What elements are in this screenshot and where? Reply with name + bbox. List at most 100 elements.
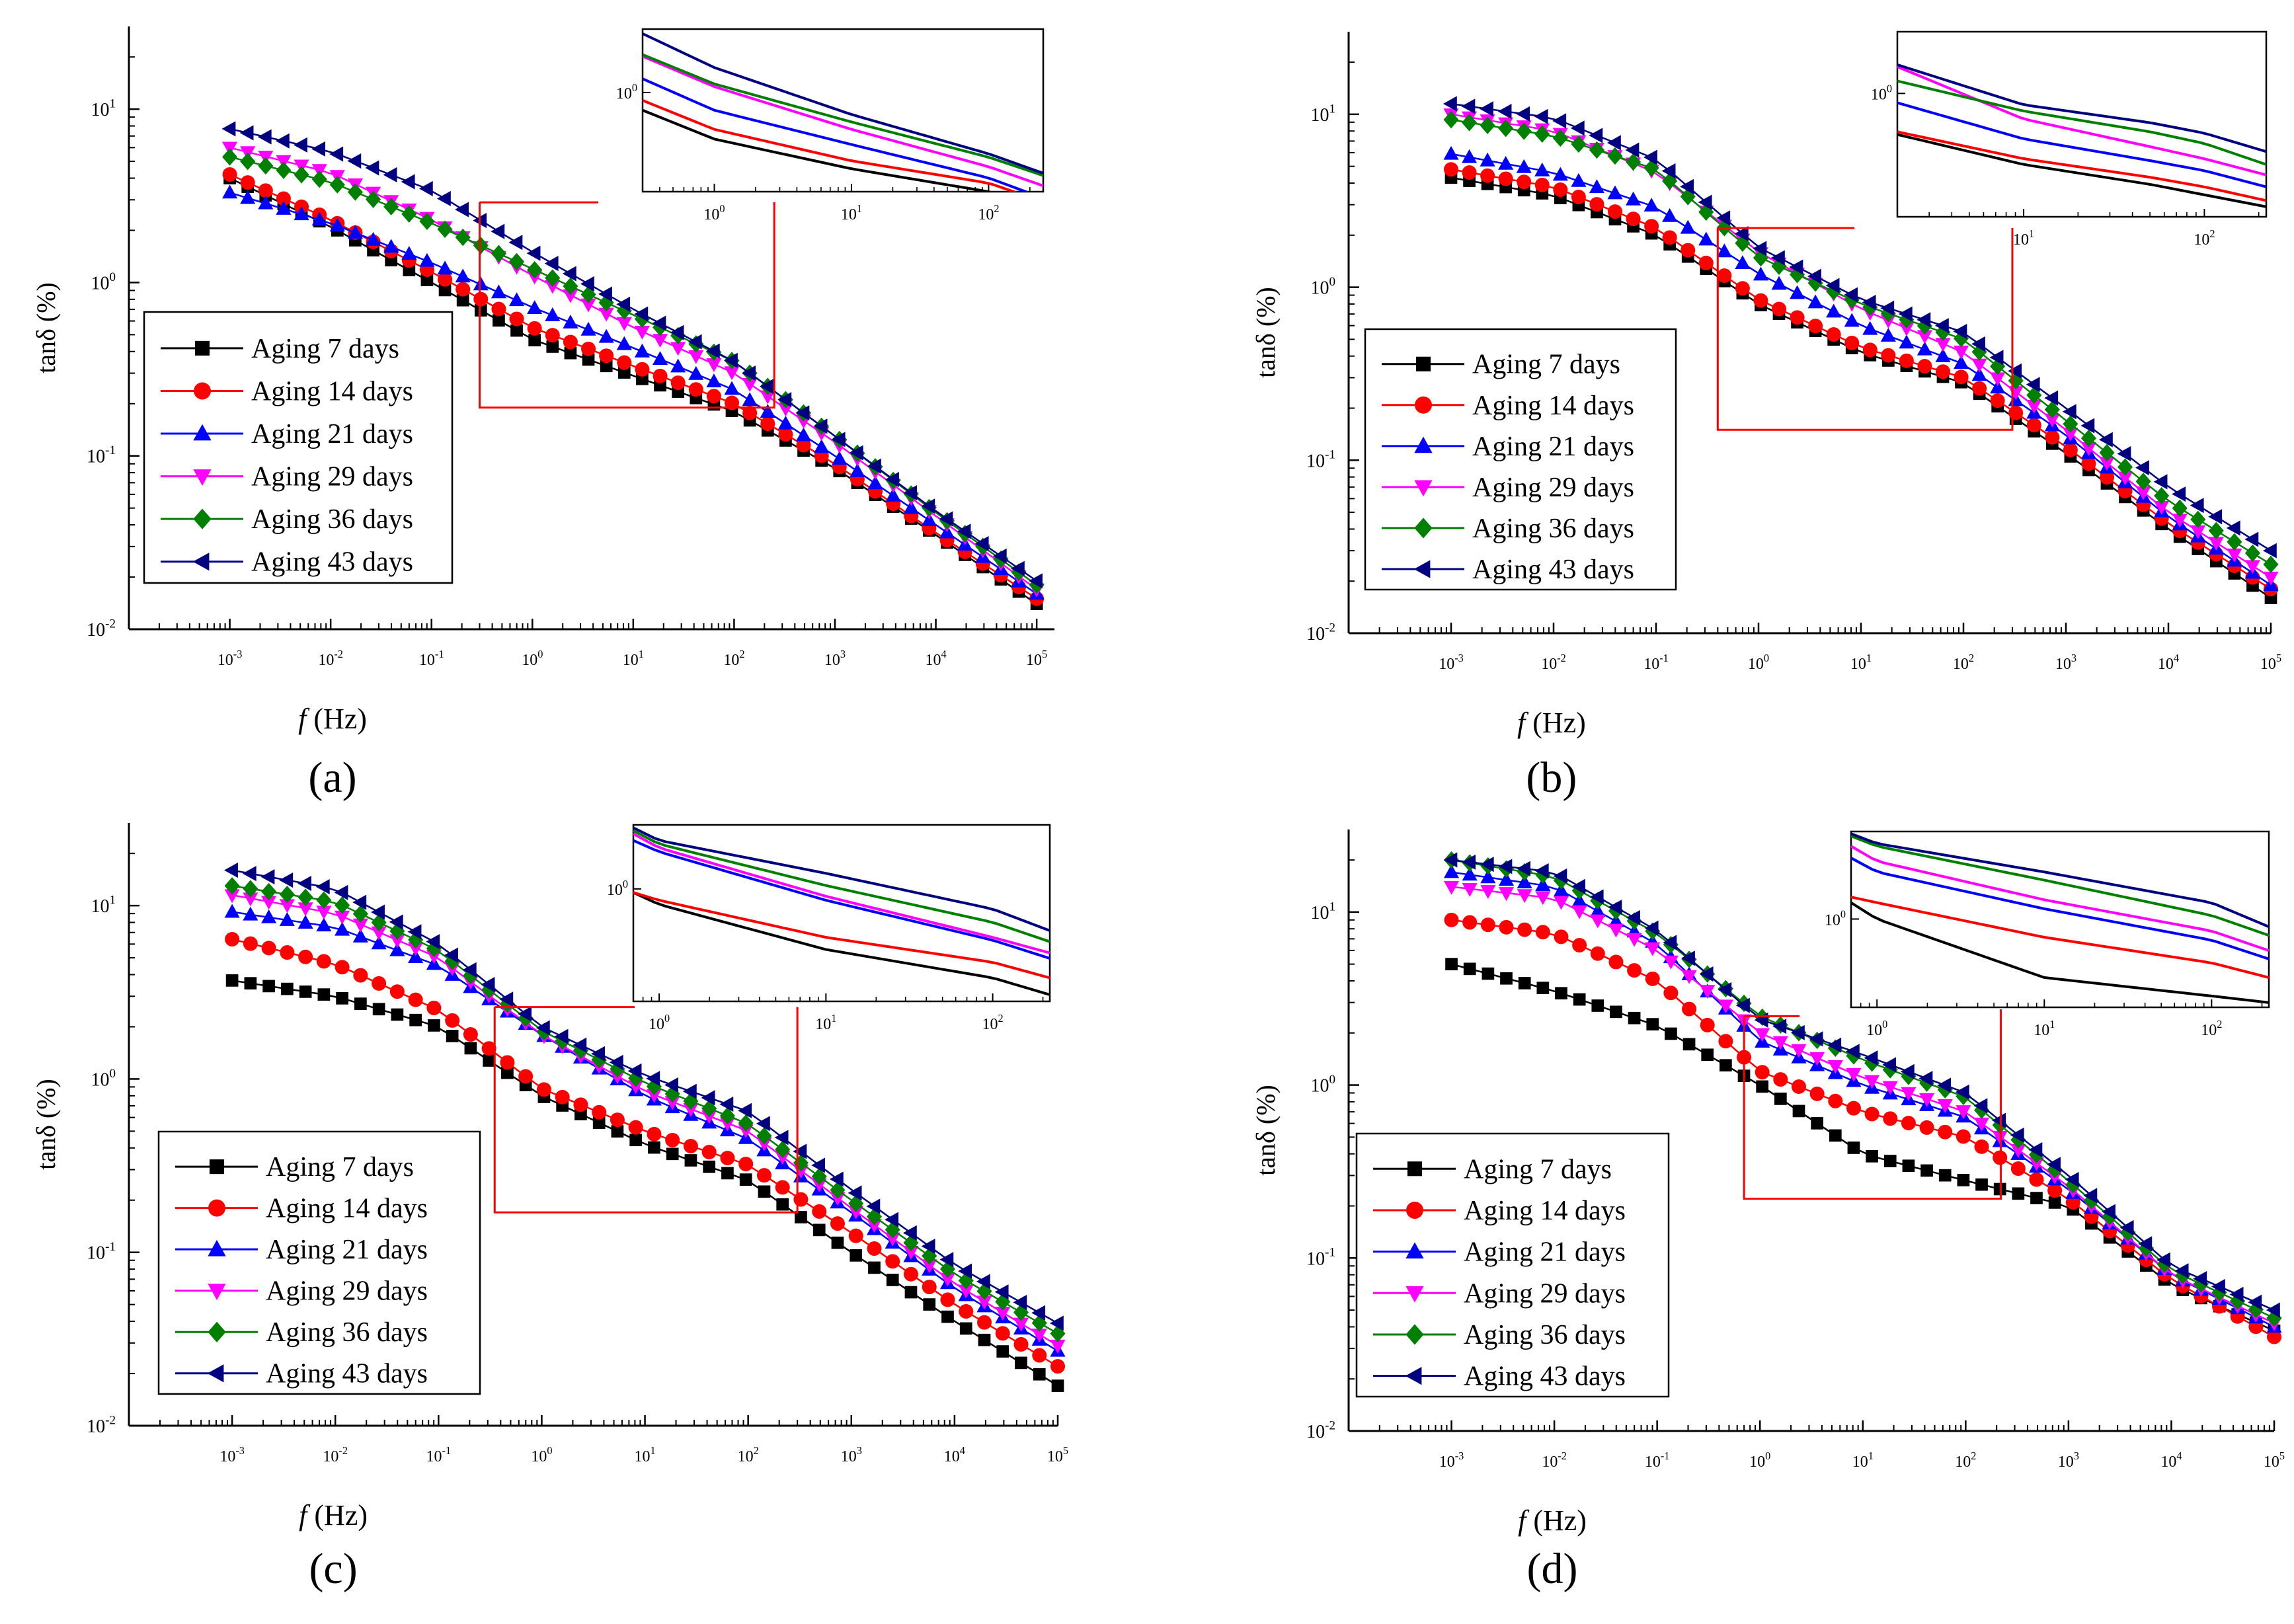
data-point (279, 899, 295, 913)
legend-label: Aging 36 days (251, 504, 413, 535)
data-point (812, 1223, 826, 1237)
data-point (941, 1310, 954, 1323)
data-point (463, 1027, 478, 1042)
data-point (1500, 972, 1513, 985)
data-point (1013, 1336, 1029, 1352)
data-point (372, 1003, 385, 1016)
legend-item: Aging 29 days (1382, 473, 1634, 503)
data-point (2026, 377, 2040, 393)
legend-item: Aging 14 days (161, 376, 413, 406)
legend-marker (1413, 560, 1431, 578)
data-point (885, 1212, 899, 1227)
data-point (366, 190, 381, 208)
data-point (1662, 208, 1678, 222)
data-point (1792, 1104, 1805, 1118)
data-point (1701, 1048, 1714, 1062)
data-point (1862, 294, 1876, 310)
data-point (683, 1103, 699, 1117)
data-point (2135, 473, 2151, 490)
data-point (1935, 348, 1951, 362)
data-point (1498, 171, 1513, 186)
inset-series-line (643, 108, 994, 192)
data-point (1954, 355, 1969, 369)
data-point (646, 1089, 662, 1103)
data-point (281, 982, 294, 995)
data-point (1953, 323, 1967, 339)
legend-marker (1405, 1286, 1424, 1303)
data-point (1791, 1044, 1807, 1058)
data-point (1899, 311, 1915, 329)
series-line (231, 938, 1058, 1368)
data-point (1846, 1067, 1862, 1082)
legend-label: Aging 7 days (266, 1152, 414, 1182)
data-point (335, 910, 350, 925)
legend-item: Aging 21 days (161, 419, 413, 449)
y-tick-label: 10-1 (1306, 448, 1335, 472)
data-point (224, 877, 240, 895)
data-point (777, 392, 792, 408)
data-point (2028, 1157, 2045, 1171)
data-point (1864, 1075, 1880, 1089)
data-point (2099, 444, 2115, 462)
data-point (509, 311, 524, 327)
data-point (2229, 1286, 2244, 1302)
inset-series-line (643, 77, 1030, 192)
data-point (2267, 1329, 2281, 1344)
data-point (652, 334, 668, 348)
data-point (598, 329, 614, 343)
data-point (240, 152, 256, 171)
data-point (1461, 98, 1476, 114)
legend-label: Aging 21 days (266, 1235, 428, 1265)
data-point (996, 1345, 1009, 1358)
x-tick-label: 102 (738, 1444, 759, 1465)
data-point (1809, 1086, 1825, 1101)
legend-label: Aging 21 days (1472, 432, 1634, 462)
data-point (311, 141, 325, 157)
data-point (1607, 147, 1623, 165)
inset-series-group (1897, 63, 2266, 208)
inset-series-line (1851, 901, 2269, 1004)
inset-x-tick-label: 101 (815, 1012, 836, 1033)
data-point (555, 1089, 570, 1104)
data-point (279, 872, 294, 888)
x-tick-label: 101 (634, 1444, 655, 1465)
data-point (903, 1245, 919, 1260)
x-tick-label: 100 (522, 648, 543, 669)
data-point (1497, 104, 1512, 120)
data-point (311, 170, 327, 188)
data-point (777, 415, 793, 430)
data-point (1443, 145, 1459, 160)
data-point (885, 487, 901, 502)
data-point (464, 1042, 477, 1055)
y-axis-label: tanδ (%) (31, 1079, 61, 1170)
data-point (2244, 560, 2260, 574)
data-point (418, 180, 433, 196)
data-point (1954, 329, 1969, 348)
legend-item: Aging 7 days (161, 334, 399, 364)
legend-marker (193, 508, 212, 529)
data-point (885, 1254, 900, 1269)
data-point (1499, 919, 1514, 935)
data-point (720, 1151, 735, 1166)
legend-frame (1364, 328, 1677, 591)
data-point (2063, 442, 2078, 457)
data-point (1899, 353, 1914, 368)
series-line (229, 177, 1037, 605)
data-point (756, 1168, 771, 1183)
data-point (1825, 278, 1840, 293)
data-point (1990, 372, 2006, 387)
legend-frame (157, 1130, 481, 1395)
data-point (446, 1030, 459, 1042)
data-point (1480, 116, 1495, 135)
data-point (336, 992, 348, 1005)
data-point (670, 325, 684, 340)
inset-y-tick-label: 100 (607, 878, 628, 899)
x-axis-label: f (Hz) (299, 1499, 368, 1531)
series-line (1451, 859, 2275, 1319)
data-point (1554, 929, 1569, 945)
legend-label: Aging 14 days (1464, 1196, 1626, 1226)
data-point (389, 942, 405, 956)
data-point (1589, 128, 1603, 143)
series-line (1450, 176, 2272, 599)
legend-marker (1414, 436, 1433, 453)
